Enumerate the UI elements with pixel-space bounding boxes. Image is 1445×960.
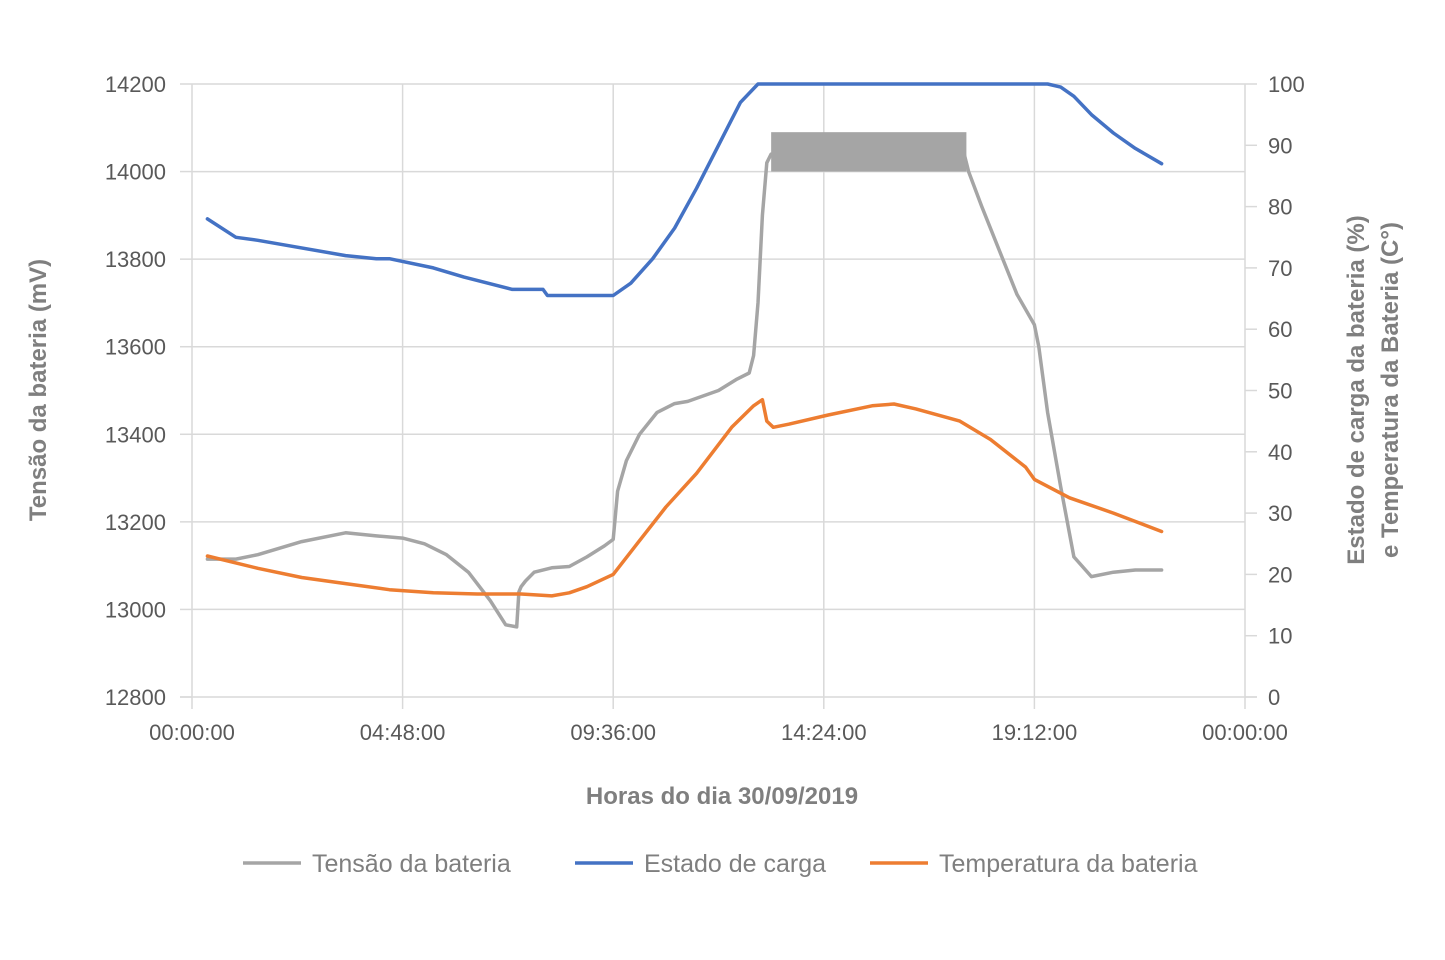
y-right-tick-label: 80 xyxy=(1268,195,1292,220)
y-left-tick-label: 13400 xyxy=(105,422,166,447)
y-right-tick-label: 90 xyxy=(1268,133,1292,158)
x-tick-label: 14:24:00 xyxy=(781,720,867,745)
y-right-tick-label: 70 xyxy=(1268,256,1292,281)
y-left-tick-label: 13800 xyxy=(105,247,166,272)
x-axis-title: Horas do dia 30/09/2019 xyxy=(586,783,858,810)
y-left-tick-label: 12800 xyxy=(105,685,166,710)
y-right-tick-label: 0 xyxy=(1268,685,1280,710)
series-line-1 xyxy=(205,152,1164,629)
y-right-tick-label: 40 xyxy=(1268,440,1292,465)
left-axis-title: Tensão da bateria (mV) xyxy=(25,259,52,521)
series-line-3 xyxy=(205,397,1164,598)
legend-label-1: Tensão da bateria xyxy=(312,850,511,878)
x-tick-label: 00:00:00 xyxy=(1202,720,1288,745)
right-axis-title-line2: e Temperatura da Bateria (C°) xyxy=(1377,222,1404,558)
right-axis-title-line1: Estado de carga da bateria (%) xyxy=(1343,215,1370,564)
y-right-tick-label: 100 xyxy=(1268,72,1305,97)
axes xyxy=(180,84,1257,698)
x-tick-label: 00:00:00 xyxy=(149,720,235,745)
y-right-tick-label: 50 xyxy=(1268,379,1292,404)
y-left-tick-label: 14000 xyxy=(105,160,166,185)
series xyxy=(205,82,1164,629)
legend: Tensão da bateria Estado de carga Temperat… xyxy=(243,850,1198,878)
y-left-tick-label: 13200 xyxy=(105,510,166,535)
y-left-tick-label: 13600 xyxy=(105,335,166,360)
series-line-2 xyxy=(205,82,1164,298)
y-right-tick-label: 60 xyxy=(1268,317,1292,342)
y-right-tick-label: 30 xyxy=(1268,501,1292,526)
legend-label-2: Estado de carga xyxy=(644,850,826,878)
voltage-oscillation-band xyxy=(771,132,967,172)
y-left-tick-label: 14200 xyxy=(105,72,166,97)
oscillation-fill xyxy=(771,132,967,172)
y-right-tick-label: 20 xyxy=(1268,562,1292,587)
x-tick-label: 04:48:00 xyxy=(360,720,446,745)
legend-label-3: Temperatura da bateria xyxy=(939,850,1198,878)
x-tick-label: 19:12:00 xyxy=(992,720,1078,745)
y-left-tick-label: 13000 xyxy=(105,597,166,622)
y-right-tick-label: 10 xyxy=(1268,624,1292,649)
tick-labels: 12800 13000 13200 13400 13600 13800 14000 14200… xyxy=(105,72,1305,745)
grid xyxy=(180,83,1257,709)
x-tick-label: 09:36:00 xyxy=(570,720,656,745)
